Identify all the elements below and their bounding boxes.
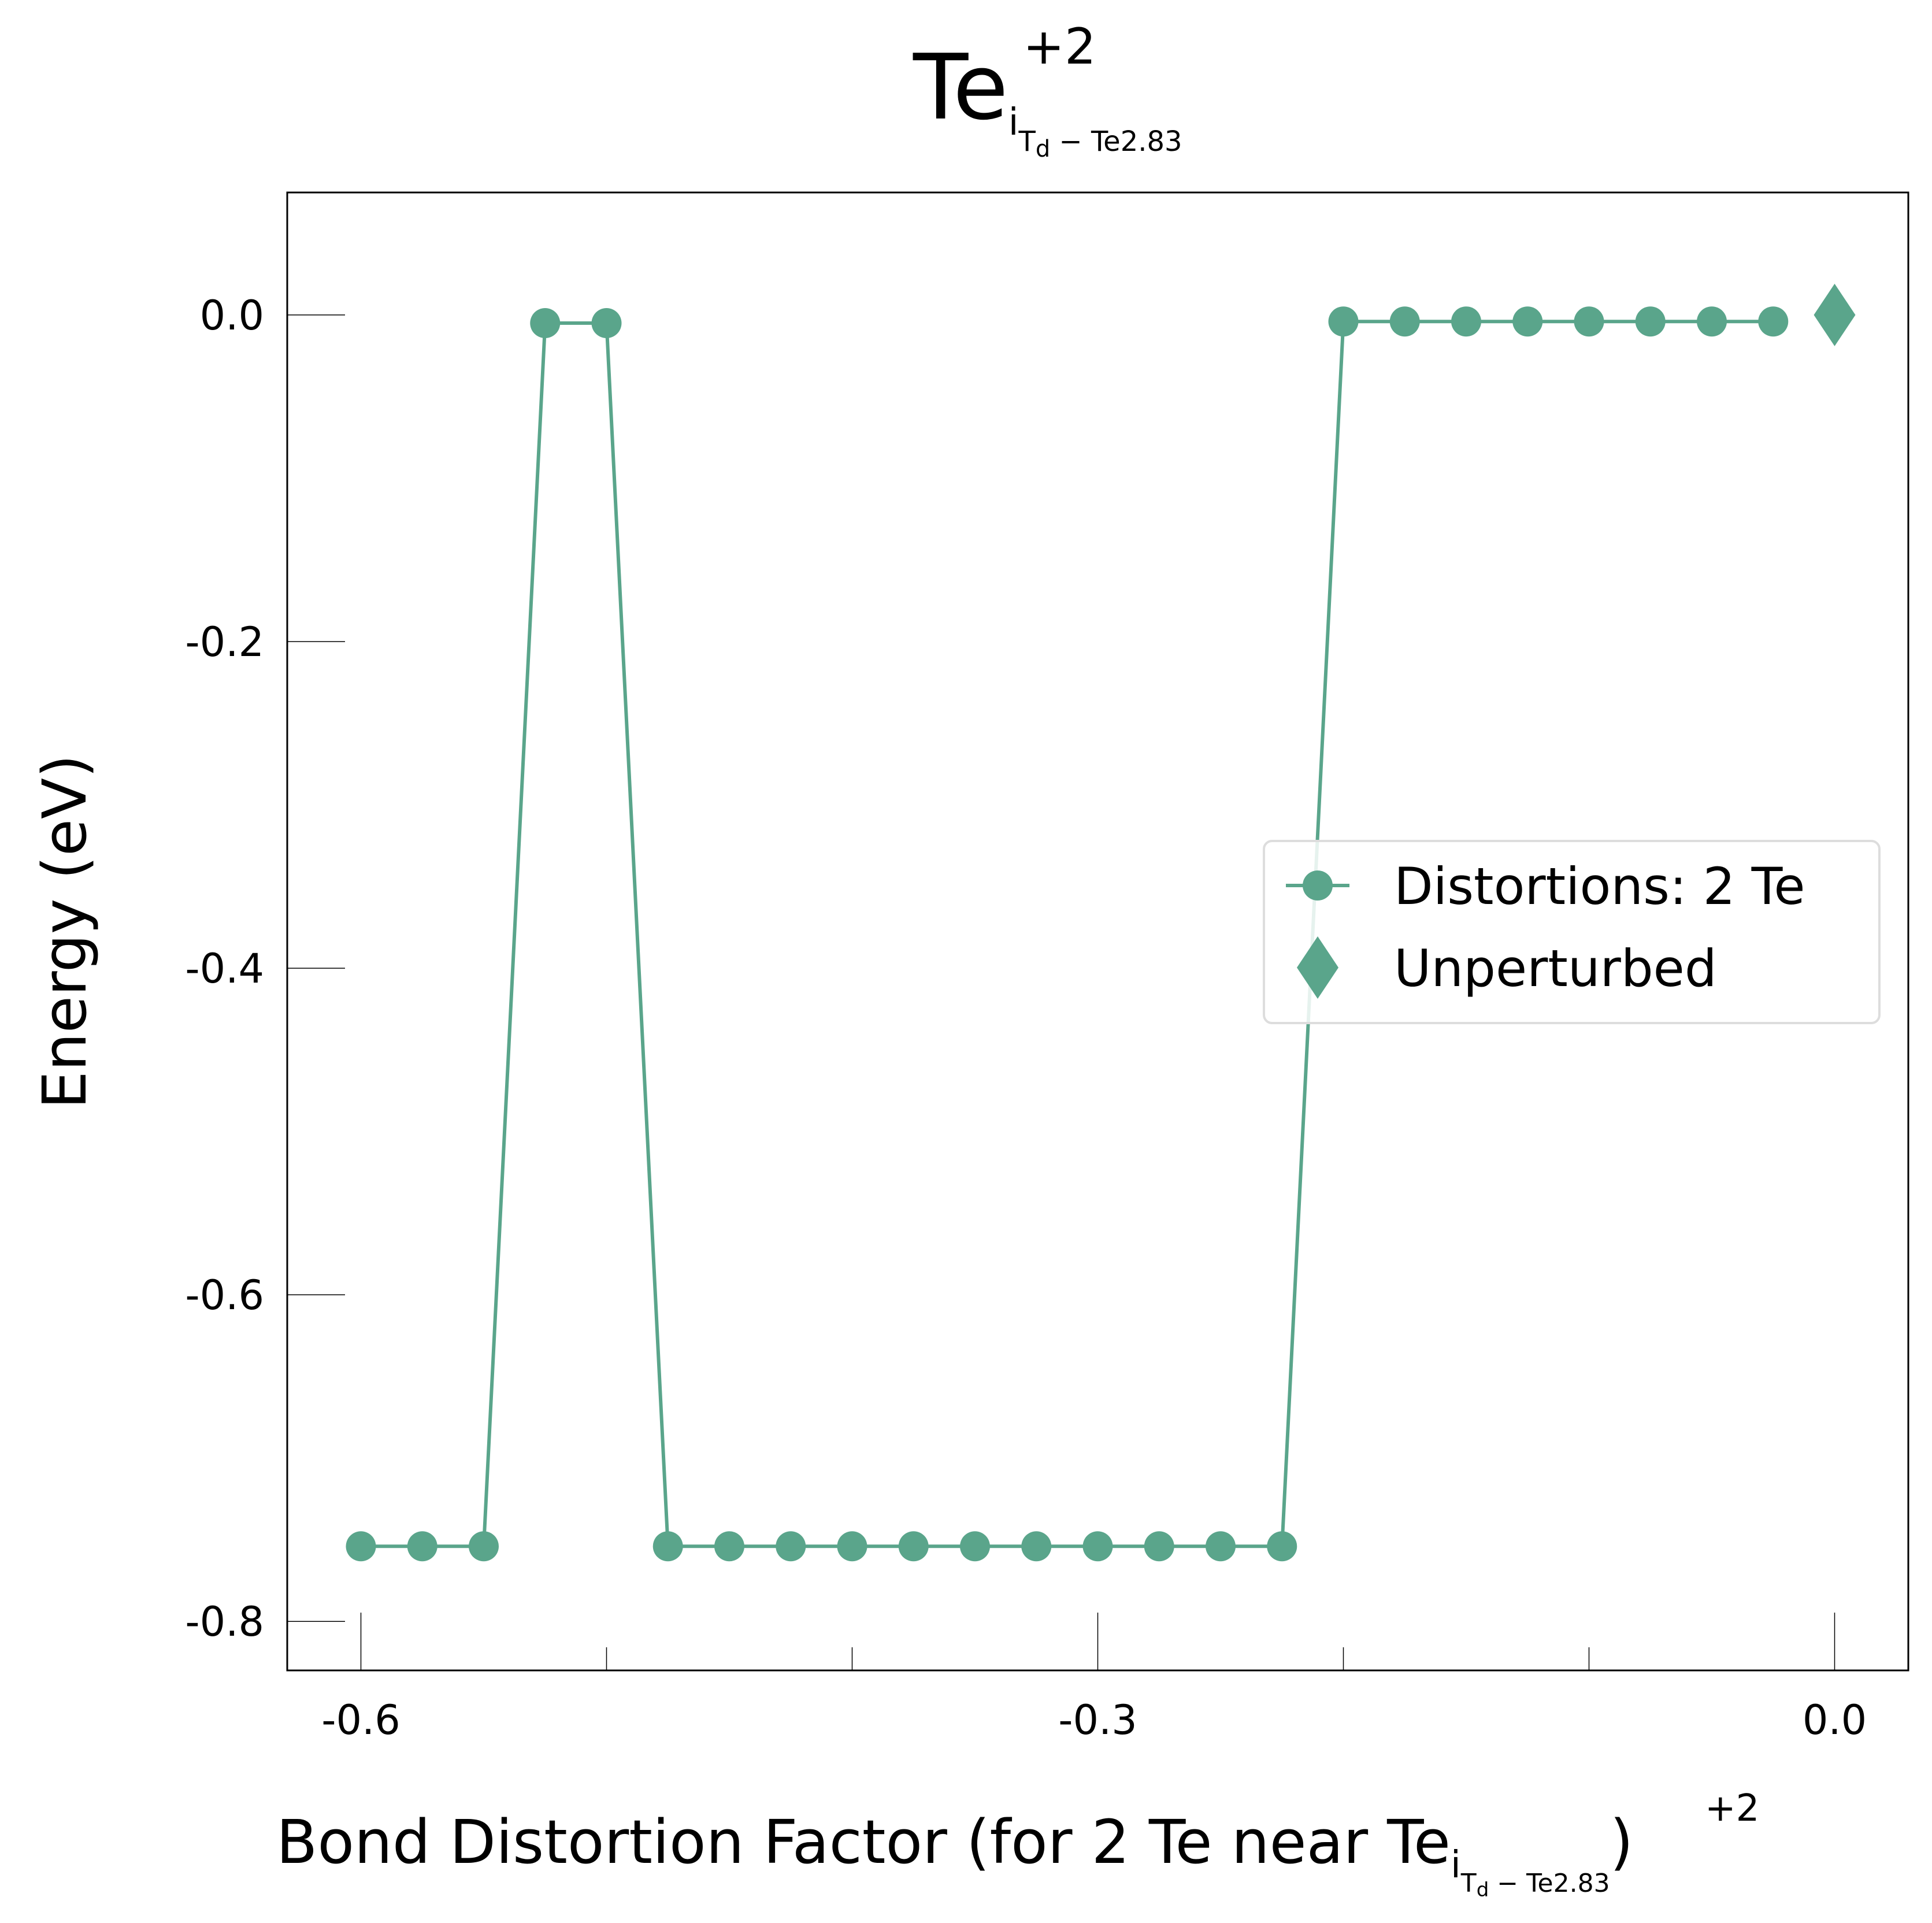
data-point-distortion [1697,306,1727,337]
y-axis-label: Energy (eV) [29,754,100,1109]
legend-label-unperturbed: Unperturbed [1394,939,1717,998]
x-tick-label: -0.3 [1058,1696,1137,1744]
legend-frame [1263,840,1881,1024]
data-point-unperturbed [1814,283,1856,346]
series-layer [346,283,1856,1562]
data-point-distortion [1389,306,1420,337]
data-point-distortion [652,1531,683,1562]
x-tick-label: 0.0 [1803,1696,1867,1744]
chart-title: TeiTd − Te2.83 [913,35,1182,162]
data-point-distortion [960,1531,990,1562]
xlabel-suffix: ) [1610,1807,1634,1877]
data-point-distortion [1574,306,1604,337]
y-tick-label: -0.8 [185,1598,264,1646]
xlabel-subsubsub: d [1477,1878,1489,1902]
data-point-distortion [776,1531,806,1562]
y-tick-label: 0.0 [200,292,264,339]
title-sub: i [1008,101,1019,144]
x-axis-label: Bond Distortion Factor (for 2 Te near Te… [276,1807,1633,1902]
data-point-distortion [469,1531,499,1562]
x-axis-ticks: -0.6 -0.3 0.0 [321,1613,1867,1744]
data-point-distortion [1267,1531,1297,1562]
y-axis-ticks: 0.0 -0.2 -0.4 -0.6 -0.8 [185,292,345,1646]
y-tick-label: -0.6 [185,1272,264,1319]
data-point-distortion [837,1531,867,1562]
data-point-distortion [1328,306,1359,337]
data-point-distortion [1451,306,1481,337]
title-subsubsub: d [1036,136,1050,162]
y-tick-label: -0.2 [185,618,264,666]
legend: Distortions: 2 Te Unperturbed [1263,840,1881,1024]
y-tick-label: -0.4 [185,945,264,992]
data-point-distortion [530,308,561,339]
data-point-distortion [1082,1531,1113,1562]
x-tick-label: -0.6 [321,1696,401,1744]
xlabel-subsub: T [1460,1869,1477,1898]
data-point-distortion [1758,306,1789,337]
title-subsub: T [1018,125,1036,158]
data-point-distortion [346,1531,376,1562]
data-point-distortion [407,1531,437,1562]
xlabel-sub: i [1451,1844,1461,1887]
data-point-distortion [898,1531,929,1562]
legend-diamond-icon [1297,936,1338,999]
data-point-distortion [1021,1531,1052,1562]
xlabel-subtail: − Te2.83 [1489,1869,1610,1898]
xlabel-sup: +2 [1705,1787,1759,1830]
data-point-distortion [1144,1531,1174,1562]
title-sup: +2 [1023,18,1096,76]
legend-label-distortions: Distortions: 2 Te [1394,857,1805,916]
data-point-distortion [1206,1531,1236,1562]
data-point-distortion [591,308,622,339]
data-point-distortion [1512,306,1543,337]
legend-circle-icon [1303,870,1333,901]
title-subtail: − Te2.83 [1050,125,1182,158]
xlabel-prefix: Bond Distortion Factor (for 2 Te near Te [276,1807,1451,1877]
data-point-distortion [714,1531,744,1562]
title-base: Te [913,35,1008,140]
data-point-distortion [1635,306,1666,337]
